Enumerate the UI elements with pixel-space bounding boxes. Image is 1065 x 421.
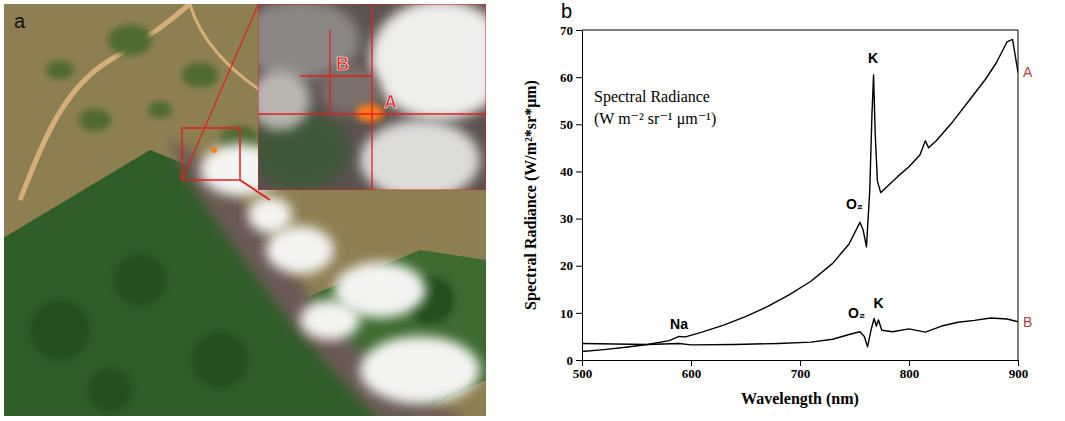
x-tick: 500 xyxy=(573,360,593,381)
vegetation xyxy=(182,62,218,87)
y-tick-label: 30 xyxy=(560,211,573,226)
marker-label: A xyxy=(384,92,397,112)
y-tick: 70 xyxy=(560,23,582,38)
series-label: B xyxy=(1023,314,1032,330)
y-tick-mark xyxy=(576,124,582,125)
y-axis-title: Spectral Radiance (W/m²*sr*μm) xyxy=(522,80,540,310)
x-tick-mark xyxy=(582,360,583,366)
x-tick: 700 xyxy=(791,360,811,381)
x-tick-mark xyxy=(1018,360,1019,366)
y-tick: 50 xyxy=(560,117,582,132)
zoom-box xyxy=(182,128,240,180)
frame xyxy=(582,30,1018,31)
y-tick: 0 xyxy=(567,353,583,368)
y-tick-mark xyxy=(576,360,582,361)
smoke xyxy=(300,300,360,340)
annotation: O₂ xyxy=(846,196,863,212)
y-tick-mark xyxy=(576,219,582,220)
marker-label: B xyxy=(336,54,349,74)
series-line xyxy=(582,39,1018,351)
x-tick: 600 xyxy=(682,360,702,381)
x-tick-label: 900 xyxy=(1009,366,1029,381)
x-tick: 900 xyxy=(1009,360,1029,381)
y-tick-label: 50 xyxy=(560,117,573,132)
x-tick-label: 800 xyxy=(900,366,920,381)
figure: a B A 500 600 700 800 900 0 10 20 30 40 50 60 70 A B Na O₂ K… xyxy=(0,0,1065,421)
panel-label: b xyxy=(561,0,572,22)
panel-label: a xyxy=(14,10,26,32)
forest-texture xyxy=(30,300,90,360)
forest-texture xyxy=(88,368,132,412)
annotation: Na xyxy=(670,316,688,332)
crosshair xyxy=(300,75,372,76)
zoom-line xyxy=(182,5,258,180)
y-tick: 10 xyxy=(560,306,582,321)
smoke xyxy=(248,197,292,233)
note: Spectral Radiance xyxy=(594,88,710,106)
y-axis-line xyxy=(582,31,583,361)
crosshair xyxy=(371,4,372,190)
x-tick-label: 700 xyxy=(791,366,811,381)
x-tick-label: 500 xyxy=(573,366,593,381)
image-panel xyxy=(4,4,486,416)
x-tick-label: 600 xyxy=(682,366,702,381)
x-tick: 800 xyxy=(900,360,920,381)
vegetation xyxy=(79,109,111,131)
x-axis-title: Wavelength (nm) xyxy=(741,390,859,408)
forest xyxy=(300,250,486,416)
series-label: A xyxy=(1023,64,1033,80)
vegetation xyxy=(148,102,172,119)
annotation: O₂ xyxy=(848,305,865,321)
y-tick-mark xyxy=(576,266,582,267)
y-tick: 20 xyxy=(560,258,582,273)
y-tick-mark xyxy=(576,313,582,314)
fire-core xyxy=(356,104,384,122)
y-axis: 0 10 20 30 40 50 60 70 xyxy=(560,23,583,368)
y-tick-label: 0 xyxy=(567,353,574,368)
y-tick-mark xyxy=(576,171,582,172)
smoke xyxy=(266,226,334,274)
inset-texture xyxy=(258,4,360,80)
fire-spot xyxy=(211,147,217,153)
inset-texture xyxy=(360,120,480,190)
frame xyxy=(1018,30,1019,360)
y-tick-label: 10 xyxy=(560,306,573,321)
forest-texture xyxy=(192,332,248,388)
y-tick-label: 70 xyxy=(560,23,573,38)
inset-frame xyxy=(258,4,486,190)
y-tick-mark xyxy=(576,77,582,78)
x-tick-mark xyxy=(909,360,910,366)
annotation: K xyxy=(868,50,878,66)
inset-texture xyxy=(258,70,310,130)
y-tick-label: 40 xyxy=(560,164,573,179)
y-tick-label: 60 xyxy=(560,70,573,85)
smoke xyxy=(360,336,480,404)
y-tick-label: 20 xyxy=(560,258,573,273)
y-tick: 40 xyxy=(560,164,582,179)
note: (W m⁻² sr⁻¹ μm⁻¹) xyxy=(594,110,716,128)
x-tick-mark xyxy=(800,360,801,366)
x-tick-mark xyxy=(691,360,692,366)
vegetation xyxy=(108,25,152,56)
series-line xyxy=(582,318,1018,347)
plot-area xyxy=(582,39,1018,351)
chart: 500 600 700 800 900 0 10 20 30 40 50 60 70 A B Na O₂ K O₂ K… xyxy=(522,0,1033,408)
inset-texture xyxy=(370,4,486,120)
y-tick: 60 xyxy=(560,70,582,85)
forest-texture xyxy=(114,254,166,306)
vegetation xyxy=(46,60,74,80)
y-tick: 30 xyxy=(560,211,582,226)
y-tick-mark xyxy=(576,30,582,31)
annotation: K xyxy=(873,295,883,311)
inset xyxy=(258,4,486,190)
x-axis: 500 600 700 800 900 xyxy=(573,360,1029,381)
crosshair xyxy=(329,30,330,114)
